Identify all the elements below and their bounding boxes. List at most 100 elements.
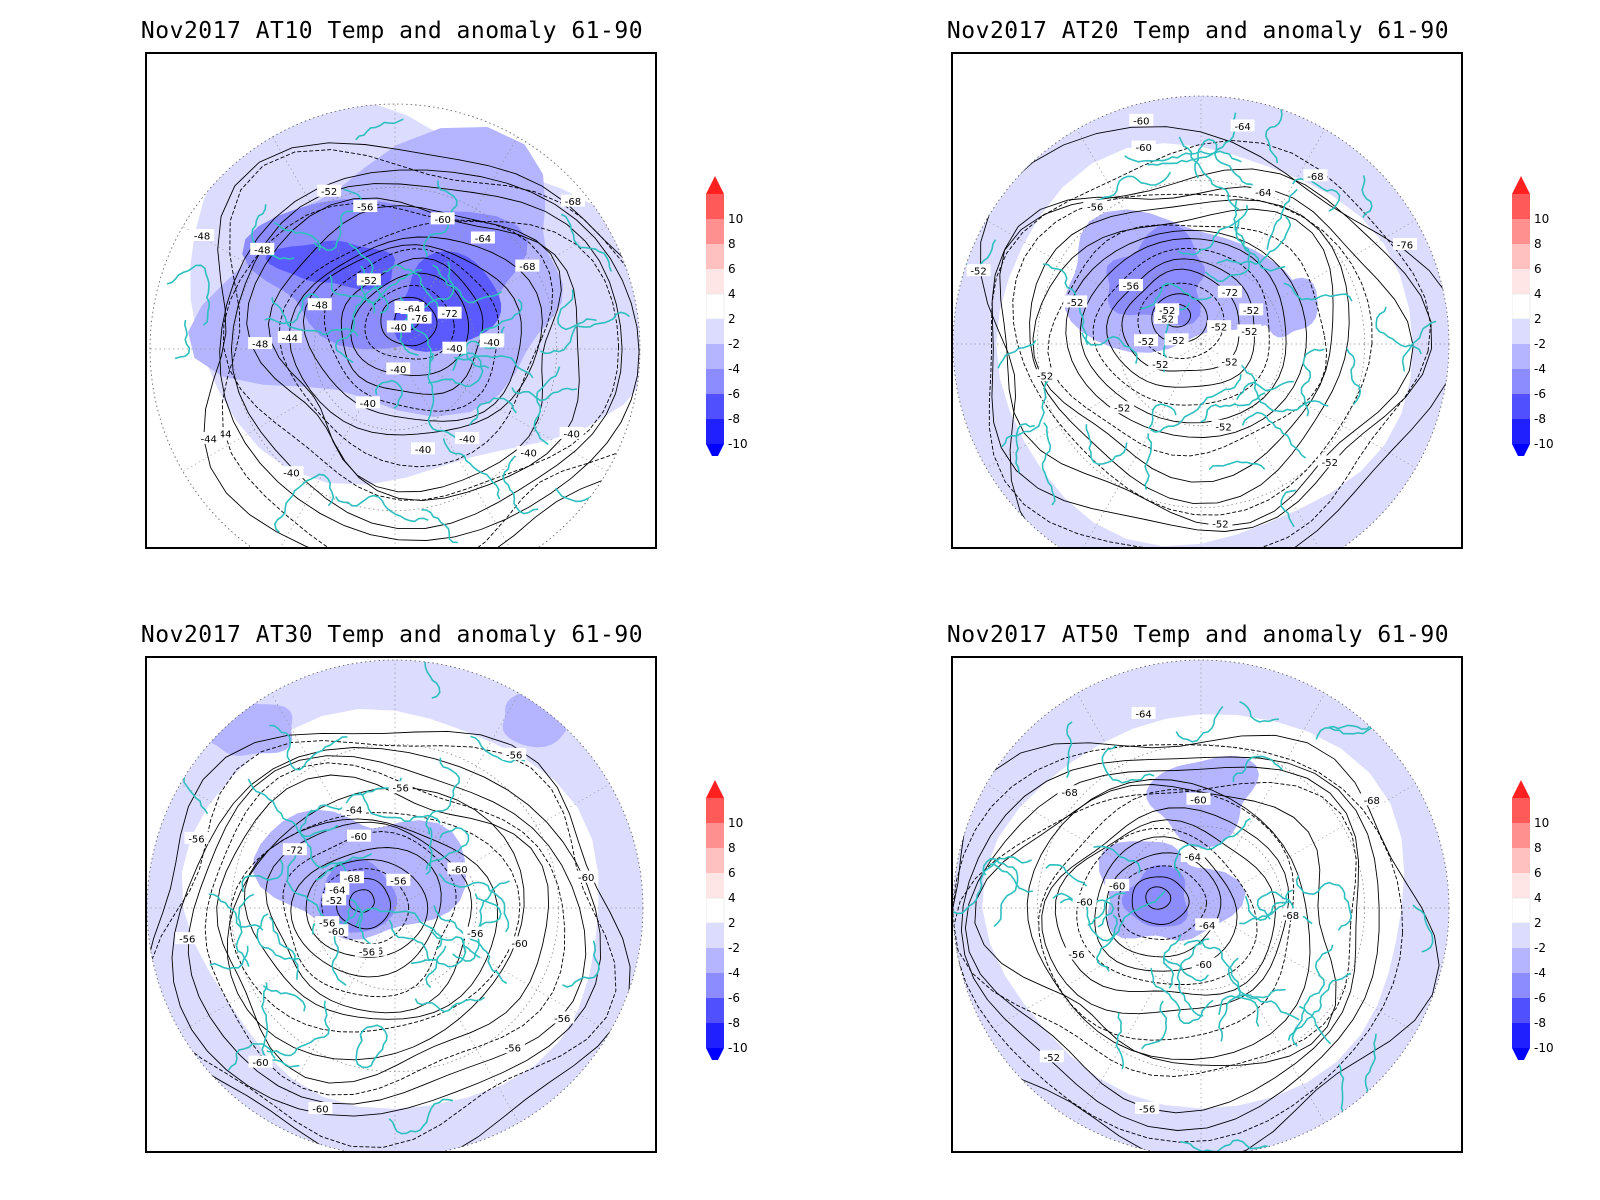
colorbar-segment [1512, 319, 1530, 344]
temperature-contour [1117, 865, 1208, 940]
coastline [388, 919, 431, 962]
contour-label: -52 [1221, 357, 1237, 368]
coastline [241, 859, 284, 893]
coastline [208, 893, 264, 931]
coastline [313, 188, 364, 252]
coastline [1216, 215, 1292, 265]
contour-label: -60 [1190, 795, 1206, 806]
coastline [1401, 320, 1437, 372]
temperature-contour [364, 285, 455, 360]
coastline [1141, 1000, 1168, 1050]
colorbar-segment [1512, 394, 1530, 419]
coastline [560, 213, 613, 272]
coastline [1235, 363, 1329, 413]
coastline [1085, 424, 1128, 466]
coastline [1200, 392, 1266, 423]
contour-label: -64 [1234, 122, 1250, 133]
colorbar-segment [1512, 194, 1530, 219]
coastline [989, 863, 1034, 894]
contour-label: -60 [451, 865, 467, 876]
coastline [1041, 422, 1056, 506]
temperature-contour [282, 831, 457, 998]
contour-label-bg [400, 302, 425, 315]
temperature-contour [187, 755, 587, 1105]
contour-label-bg [1118, 278, 1143, 291]
temperature-contour [1026, 779, 1311, 1060]
coastline [1205, 219, 1251, 282]
colorbar-segment [1512, 344, 1530, 369]
colorbar-arrow-top [1512, 780, 1530, 798]
coastline [1233, 199, 1286, 272]
panel-2-map: -52 -52 -52 -52 -52 -52 -52 -52 -52 -52 -52 -52 -52-… [951, 52, 1463, 549]
coastline [557, 289, 630, 331]
contour-label: -44 [282, 333, 298, 344]
colorbar-label: -6 [728, 991, 740, 1005]
colorbar-label: -8 [1534, 1016, 1546, 1030]
colorbar-label: 8 [728, 841, 736, 855]
contour-label: -52 [1037, 372, 1053, 383]
contour-label-bg [388, 781, 413, 794]
panel-3-map-svg: -60-56-56-56-56-56-60-60-60-56-56-52-56-… [147, 659, 644, 1151]
contour-label-bg [315, 916, 340, 929]
coastline [414, 996, 485, 1013]
contour-label: -52 [1158, 314, 1174, 325]
latitude-circle [1036, 179, 1366, 509]
contour-label: -52 [1138, 337, 1154, 348]
coastline [1239, 889, 1294, 925]
coastline [1115, 1012, 1125, 1070]
meridian [1200, 343, 1326, 547]
coastline [533, 366, 561, 446]
temperature-contour [953, 734, 1440, 1151]
contour-label: -64 [1199, 921, 1215, 932]
contour-label-bg [279, 466, 304, 479]
coastline [256, 913, 300, 961]
anomaly-area [1106, 224, 1206, 326]
contour-label: -56 [505, 1044, 521, 1055]
contour-label: -60 [351, 832, 367, 843]
meridian [394, 348, 518, 547]
coastline [461, 880, 510, 959]
colorbar-segment [706, 948, 724, 973]
contour-label-bg [430, 212, 455, 225]
contour-label: -52 [1243, 306, 1259, 317]
contour-label: -52 [361, 276, 377, 287]
coastline [331, 907, 359, 986]
meridian [1076, 693, 1202, 909]
coastline [269, 724, 348, 771]
colorbar-label: -6 [1534, 387, 1546, 401]
coastline [1239, 700, 1279, 723]
colorbar-segment [706, 973, 724, 998]
meridian [1076, 129, 1202, 345]
colorbar-segment [706, 369, 724, 394]
coastline [1236, 380, 1294, 401]
contour-label: -60 [252, 1058, 268, 1069]
panel-1-map: -40-40-40-40-40-40-40-40-40-40-40-44-44-… [145, 52, 657, 549]
contour-label: -48 [252, 340, 268, 351]
colorbar-label: -2 [1534, 337, 1546, 351]
coastline [1291, 177, 1341, 212]
coastline [166, 264, 210, 326]
contour-label-bg [307, 298, 332, 311]
contour-label: -52 [1211, 323, 1227, 334]
contour-label: -68 [344, 874, 360, 885]
temperature-contour [1145, 886, 1172, 910]
contour-label: -52 [970, 267, 986, 278]
coastline [425, 826, 433, 876]
coastline [1144, 433, 1153, 490]
contour-label-bg [1033, 369, 1058, 382]
contour-label: -52 [326, 896, 342, 907]
colorbar-label: 4 [1534, 891, 1542, 905]
coastline [307, 777, 403, 815]
coastline [982, 857, 1019, 928]
contour-label-bg [463, 926, 488, 939]
contour-label-bg [1131, 140, 1156, 153]
colorbar-svg [706, 176, 725, 456]
contour-label-bg [500, 1041, 525, 1054]
meridian [986, 907, 1202, 1033]
colorbar-arrow-bottom [706, 444, 724, 456]
colorbar-label: 6 [1534, 262, 1542, 276]
colorbar-arrow-bottom [706, 1048, 724, 1060]
contour-label-bg [560, 194, 585, 207]
colorbar-label: -10 [728, 437, 748, 451]
temperature-contour [380, 296, 438, 347]
